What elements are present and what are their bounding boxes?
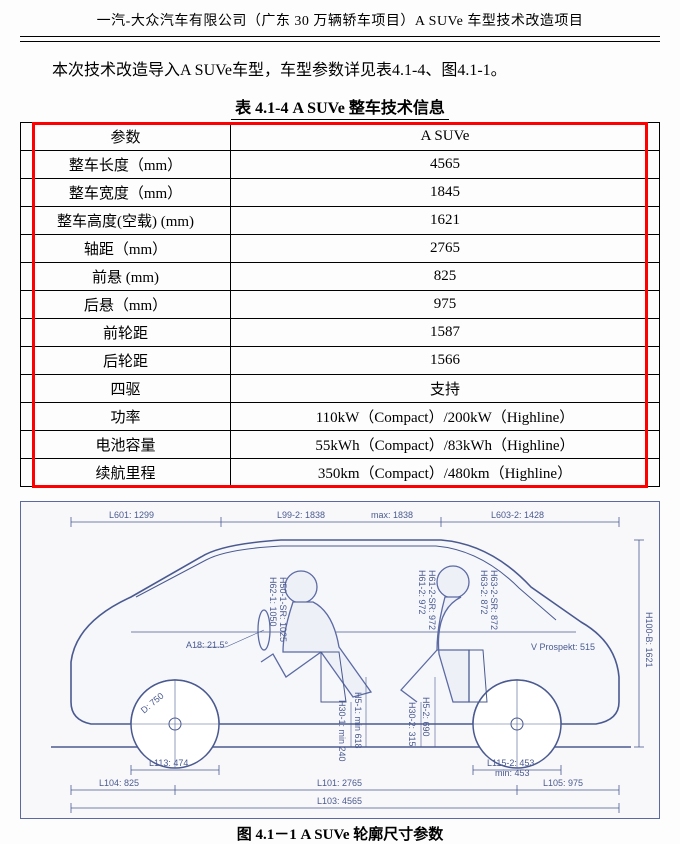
value-cell: 支持 [231,374,660,402]
value-cell: 1845 [231,178,660,206]
dim-h50: H50-1-SR: 1025 [278,577,288,642]
value-cell: 975 [231,290,660,318]
param-header: 参数 [21,122,231,150]
dim-h62: H62-1: 1050 [268,577,278,627]
value-cell: 350km（Compact）/480km（Highline） [231,458,660,486]
dim-vprospekt: V Prospekt: 515 [531,642,595,652]
dim-h61sr: H61-2-SR: 972 [427,570,437,630]
header-rule [20,41,660,42]
spec-table-wrap: 参数 A SUVe 整车长度（mm）4565 整车宽度（mm）1845 整车高度… [20,122,660,487]
table-row: 后悬（mm）975 [21,290,660,318]
value-cell: 1587 [231,318,660,346]
dim-h61: H61-2: 972 [417,570,427,615]
doc-header: 一汽-大众汽车有限公司（广东 30 万辆轿车项目）A SUVe 车型技术改造项目 [20,8,660,37]
table-row: 整车宽度（mm）1845 [21,178,660,206]
car-diagram [21,502,660,819]
dim-h30a: H30-1: min 240 [337,700,347,762]
dim-h63sr: H63-2-SR: 872 [489,570,499,630]
param-cell: 整车长度（mm） [21,150,231,178]
table-row: 四驱支持 [21,374,660,402]
table-caption: 表 4.1-4 A SUVe 整车技术信息 [20,94,660,120]
figure-caption: 图 4.1－1 A SUVe 轮廓尺寸参数 [20,823,660,844]
param-cell: 电池容量 [21,430,231,458]
dim-l101: L101: 2765 [317,778,362,788]
dim-h63: H63-2: 872 [479,570,489,615]
table-caption-text: 表 4.1-4 A SUVe 整车技术信息 [231,94,449,120]
table-row: 轴距（mm）2765 [21,234,660,262]
intro-text: 本次技术改造导入A SUVe车型，车型参数详见表4.1-4、图4.1-1。 [20,58,660,84]
param-cell: 四驱 [21,374,231,402]
param-cell: 前轮距 [21,318,231,346]
dim-h5a: H5-1: min 618 [353,692,363,749]
dim-l603: L603-2: 1428 [491,510,544,520]
value-cell: 2765 [231,234,660,262]
value-header: A SUVe [231,122,660,150]
figure-wrap: L601: 1299 L99-2: 1838 max: 1838 L603-2:… [20,501,660,844]
param-cell: 轴距（mm） [21,234,231,262]
dim-l105: L105: 975 [543,778,583,788]
dim-h30b: H30-2: 315 [407,702,417,747]
table-row: 前悬 (mm)825 [21,262,660,290]
value-cell: 1621 [231,206,660,234]
dim-l113: L113: 474 [149,758,188,768]
dim-h100: H100-B: 1621 [644,612,654,668]
table-row: 整车高度(空载) (mm)1621 [21,206,660,234]
table-row: 电池容量55kWh（Compact）/83kWh（Highline） [21,430,660,458]
dim-l115: L115-2: 453 [487,758,534,768]
param-cell: 整车宽度（mm） [21,178,231,206]
spec-table: 参数 A SUVe 整车长度（mm）4565 整车宽度（mm）1845 整车高度… [20,122,660,487]
dim-l104: L104: 825 [99,778,139,788]
dim-l601: L601: 1299 [109,510,154,520]
value-cell: 110kW（Compact）/200kW（Highline） [231,402,660,430]
figure-box: L601: 1299 L99-2: 1838 max: 1838 L603-2:… [20,501,660,819]
value-cell: 1566 [231,346,660,374]
value-cell: 4565 [231,150,660,178]
value-cell: 825 [231,262,660,290]
param-cell: 后轮距 [21,346,231,374]
dim-a18: A18: 21.5° [186,640,228,650]
dim-max: max: 1838 [371,510,413,520]
param-cell: 续航里程 [21,458,231,486]
dim-h5b: H5-2: 690 [421,697,431,737]
table-row: 后轮距1566 [21,346,660,374]
param-cell: 功率 [21,402,231,430]
table-row: 参数 A SUVe [21,122,660,150]
table-row: 整车长度（mm）4565 [21,150,660,178]
param-cell: 后悬（mm） [21,290,231,318]
table-row: 功率110kW（Compact）/200kW（Highline） [21,402,660,430]
table-row: 前轮距1587 [21,318,660,346]
dim-l103: L103: 4565 [317,796,362,806]
table-row: 续航里程350km（Compact）/480km（Highline） [21,458,660,486]
param-cell: 前悬 (mm) [21,262,231,290]
value-cell: 55kWh（Compact）/83kWh（Highline） [231,430,660,458]
param-cell: 整车高度(空载) (mm) [21,206,231,234]
dim-min453: min: 453 [495,768,530,778]
dim-l99: L99-2: 1838 [277,510,325,520]
